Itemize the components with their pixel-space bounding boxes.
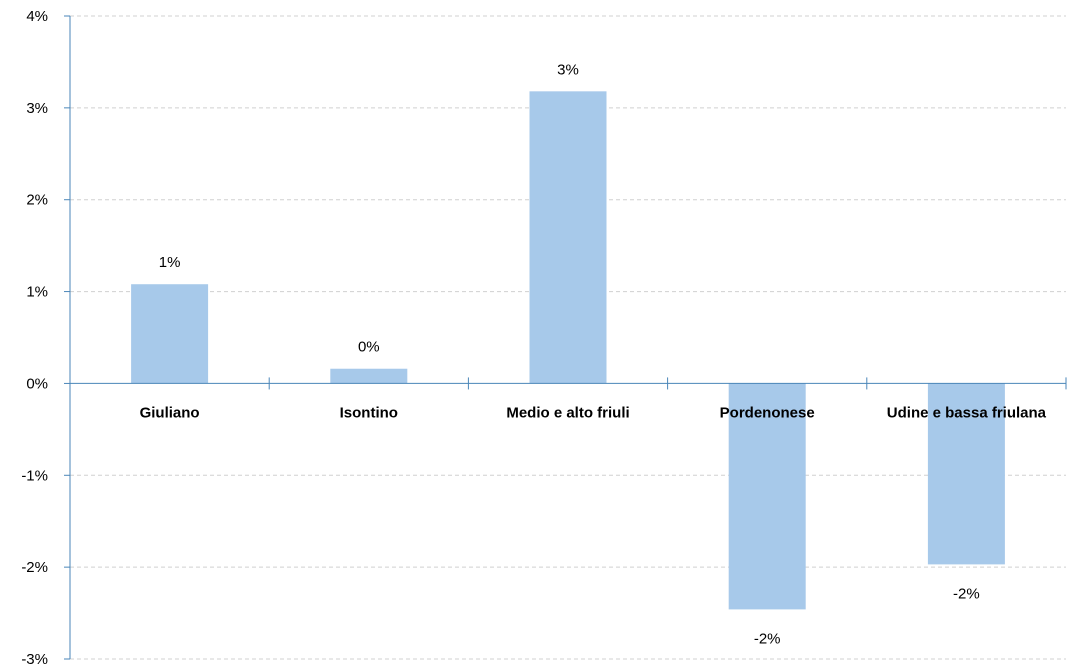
y-tick-label: 4% <box>26 8 48 25</box>
category-label: Pordenonese <box>720 404 815 421</box>
data-label: 1% <box>159 254 181 271</box>
category-label: Udine e bassa friulana <box>887 404 1047 421</box>
category-label: Isontino <box>340 404 398 421</box>
bar <box>330 368 408 384</box>
bar <box>131 284 209 384</box>
category-label: Medio e alto friuli <box>506 404 629 421</box>
data-label: -2% <box>754 630 781 647</box>
data-labels: 1% 0% 3% -2% -2% <box>159 61 980 647</box>
bar <box>529 91 607 384</box>
y-tick-label: -1% <box>21 467 48 484</box>
bars <box>131 91 1005 610</box>
data-label: 3% <box>557 61 579 78</box>
y-tick-label: -3% <box>21 651 48 667</box>
bar <box>728 383 806 610</box>
y-tick-label: -2% <box>21 559 48 576</box>
category-labels: Giuliano Isontino Medio e alto friuli Porde… <box>140 404 1047 421</box>
bar <box>927 383 1005 565</box>
y-tick-label: 0% <box>26 375 48 392</box>
y-tick-label: 2% <box>26 192 48 209</box>
y-tick-label: 3% <box>26 100 48 117</box>
axes <box>64 15 1067 660</box>
y-tick-labels: -3% -2% -1% 0% 1% 2% 3% 4% <box>21 8 48 667</box>
y-tick-label: 1% <box>26 284 48 301</box>
category-label: Giuliano <box>140 404 200 421</box>
data-label: 0% <box>358 339 380 356</box>
data-label: -2% <box>953 585 980 602</box>
